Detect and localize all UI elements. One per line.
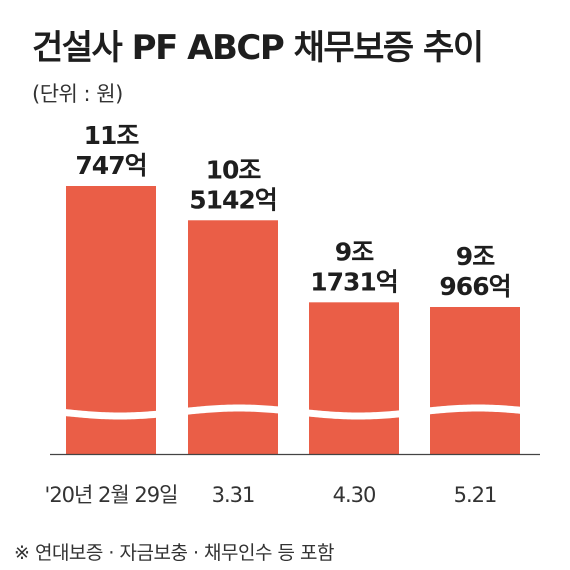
bar-3-value-label-line2: 1731억 [310,267,398,296]
bar-3 [309,302,399,454]
bar-1-value-label-line1: 11조 [84,121,140,150]
x-tick-label-3: 4.30 [333,483,376,507]
bar-3-value-label-line1: 9조 [335,237,374,266]
bar-1 [66,186,156,454]
x-tick-label-1: '20년 2월 29일 [45,483,178,507]
bar-2-value-label-line1: 10조 [206,155,262,184]
footnote: ※ 연대보증 · 자금보충 · 채무인수 등 포함 [14,542,334,564]
bar-4 [430,307,520,454]
bar-1-value-label-line2: 747억 [75,151,146,180]
bar-2-value-label-line2: 5142억 [189,185,277,214]
bar-4-value-label-line1: 9조 [456,242,495,271]
x-tick-label-2: 3.31 [212,483,255,507]
axis-break-wave [59,404,531,420]
bar-4-value-label-line2: 966억 [439,272,510,301]
chart-title: 건설사 PF ABCP 채무보증 추이 [32,28,484,68]
unit-label: (단위 : 원) [32,82,123,106]
x-tick-label-4: 5.21 [454,483,497,507]
bar-2 [188,220,278,454]
